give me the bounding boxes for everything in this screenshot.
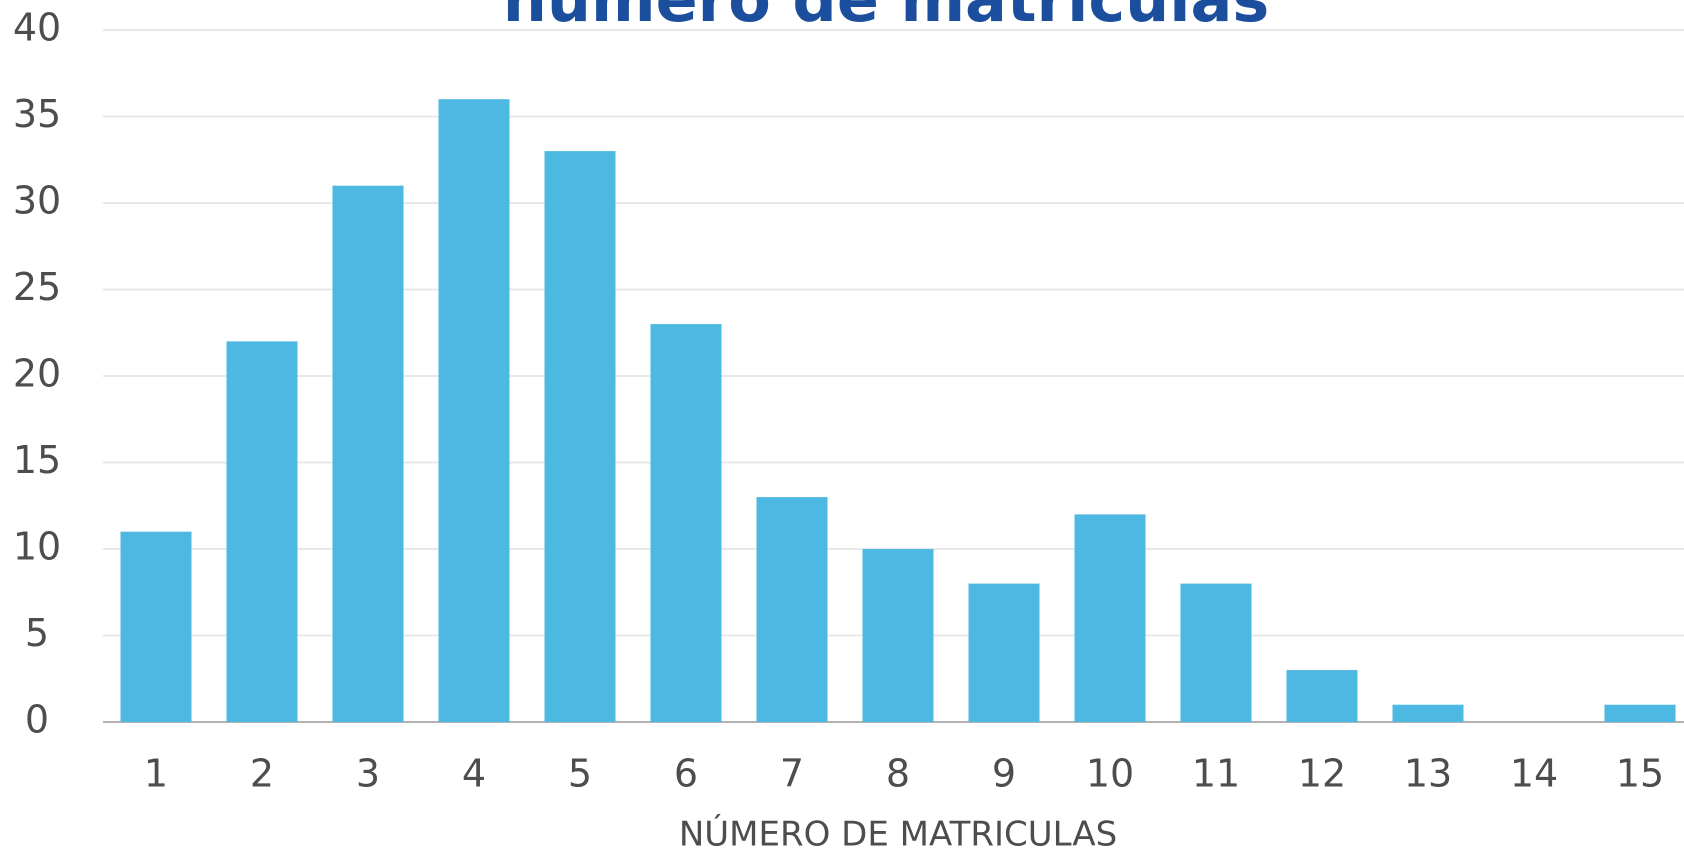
bar xyxy=(862,549,934,722)
bar xyxy=(756,497,828,722)
bar xyxy=(226,341,298,722)
x-tick-label: 3 xyxy=(356,752,380,796)
y-tick-label: 10 xyxy=(13,525,61,569)
x-tick-label: 2 xyxy=(250,752,274,796)
bar xyxy=(1180,583,1252,722)
x-tick-label: 5 xyxy=(568,752,592,796)
x-tick-label: 15 xyxy=(1616,752,1664,796)
y-tick-label: 0 xyxy=(25,698,49,742)
x-axis-title: NÚMERO DE MATRICULAS xyxy=(679,814,1117,855)
x-tick-label: 10 xyxy=(1086,752,1134,796)
bar xyxy=(968,583,1040,722)
x-tick-label: 13 xyxy=(1404,752,1452,796)
y-tick-label: 20 xyxy=(13,352,61,396)
bar xyxy=(1286,670,1358,722)
bar xyxy=(332,185,404,722)
y-tick-label: 25 xyxy=(13,265,61,309)
x-tick-label: 8 xyxy=(886,752,910,796)
x-tick-label: 14 xyxy=(1510,752,1558,796)
y-tick-label: 40 xyxy=(13,6,61,50)
bar xyxy=(1392,704,1464,722)
x-tick-label: 11 xyxy=(1192,752,1240,796)
bar xyxy=(1604,704,1676,722)
x-tick-label: 12 xyxy=(1298,752,1346,796)
y-tick-label: 5 xyxy=(25,611,49,655)
x-tick-label: 9 xyxy=(992,752,1016,796)
y-tick-label: 15 xyxy=(13,438,61,482)
y-tick-label: 35 xyxy=(13,92,61,136)
x-tick-label: 1 xyxy=(144,752,168,796)
bar xyxy=(650,324,722,722)
x-tick-label: 6 xyxy=(674,752,698,796)
bar xyxy=(438,99,510,722)
bar xyxy=(1074,514,1146,722)
x-tick-label: 7 xyxy=(780,752,804,796)
bar xyxy=(120,531,192,722)
x-tick-label: 4 xyxy=(462,752,486,796)
y-tick-label: 30 xyxy=(13,179,61,223)
bar xyxy=(544,151,616,723)
